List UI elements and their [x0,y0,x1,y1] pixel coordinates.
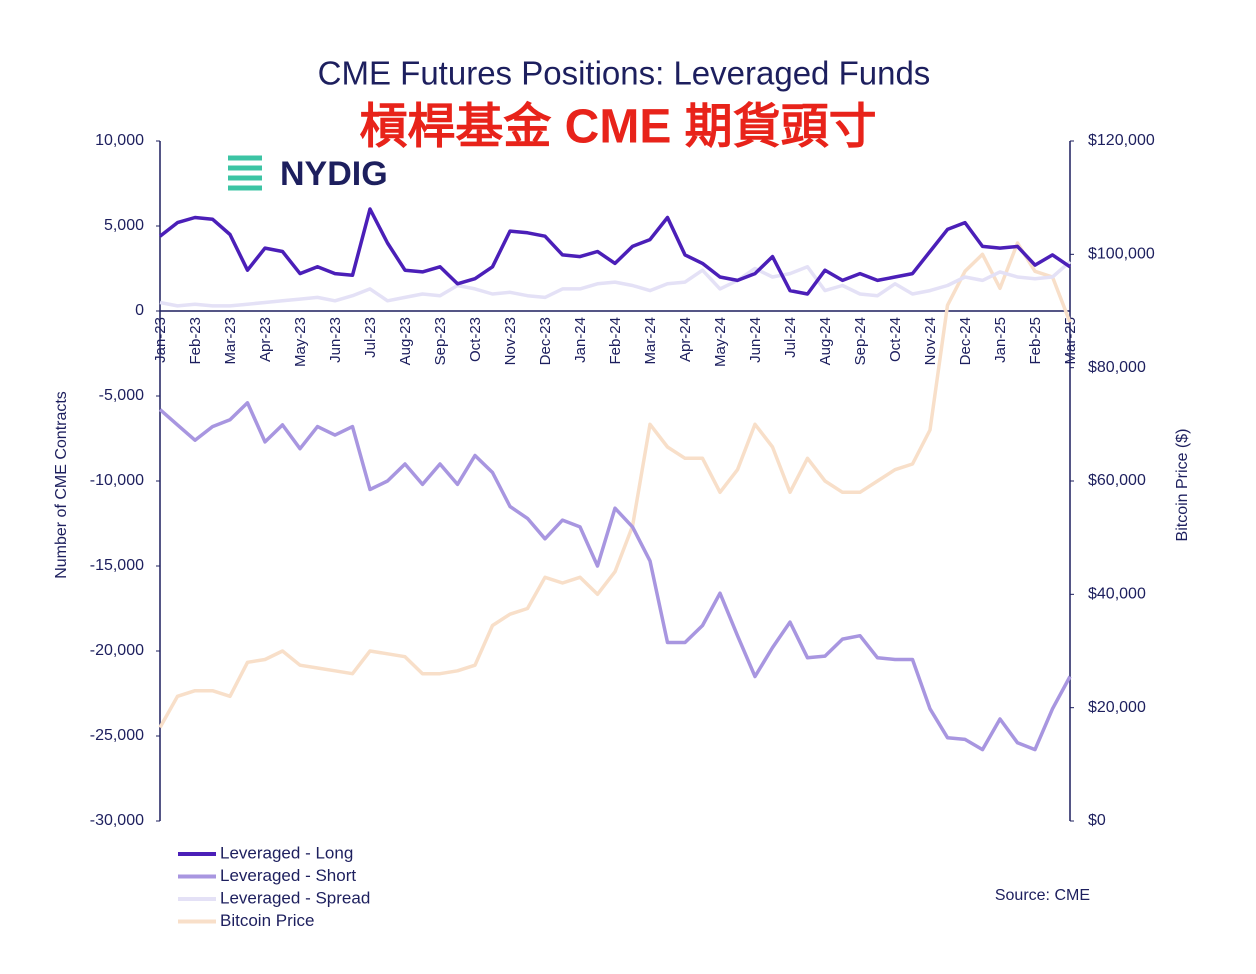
y-axis-label: Number of CME Contracts [53,391,70,579]
x-tick-label: Mar-25 [1062,317,1079,365]
x-tick-label: May-24 [712,317,729,367]
x-tick-label: Dec-23 [537,317,554,365]
y-tick-label: -30,000 [90,812,144,829]
y-tick-label: 5,000 [104,217,144,234]
x-tick-label: Feb-25 [1027,317,1044,365]
series-line [158,401,1072,752]
y2-tick-label: $120,000 [1088,132,1155,149]
y2-tick-label: $80,000 [1088,359,1146,376]
y2-tick-label: $100,000 [1088,246,1155,263]
y2-axis-label: Bitcoin Price ($) [1174,429,1191,542]
logo-icon [228,155,262,191]
y2-tick-label: $60,000 [1088,472,1146,489]
logo: NYDIG [280,155,388,193]
x-tick-label: Feb-23 [187,317,204,365]
legend-label: Leveraged - Long [220,843,353,862]
x-tick-label: Jan-25 [992,317,1009,363]
x-tick-label: Aug-24 [817,317,834,365]
x-tick-label: Apr-24 [677,317,694,362]
x-tick-label: Nov-23 [502,317,519,365]
chart-subtitle: 槓桿基金 CME 期貨頭寸 [359,101,876,154]
x-tick-label: Sep-23 [432,317,449,365]
x-tick-label: Mar-23 [222,317,239,365]
y2-tick-label: $0 [1088,812,1106,829]
x-tick-label: Mar-24 [642,317,659,365]
x-tick-label: Jul-23 [362,317,379,358]
legend-label: Leveraged - Spread [220,888,370,907]
x-tick-label: Oct-24 [887,317,904,362]
x-tick-label: Sep-24 [852,317,869,365]
y-tick-label: -15,000 [90,557,144,574]
y2-tick-label: $40,000 [1088,586,1146,603]
x-tick-label: May-23 [292,317,309,367]
y-tick-label: -25,000 [90,727,144,744]
x-tick-label: Aug-23 [397,317,414,365]
x-tick-label: Jan-23 [152,317,169,363]
series-line [159,260,1072,308]
chart-title: CME Futures Positions: Leveraged Funds [318,55,931,92]
x-tick-label: Jul-24 [782,317,799,358]
legend-label: Leveraged - Short [220,866,356,885]
source: Source: CME [995,887,1090,904]
y-tick-label: -20,000 [90,642,144,659]
x-tick-label: Feb-24 [607,317,624,365]
x-tick-label: Apr-23 [257,317,274,362]
x-tick-label: Dec-24 [957,317,974,365]
x-tick-label: Nov-24 [922,317,939,365]
series-line [158,241,1072,729]
x-tick-label: Jun-24 [747,317,764,363]
x-tick-label: Oct-23 [467,317,484,362]
legend-label: Bitcoin Price [220,911,314,930]
x-tick-label: Jun-23 [327,317,344,363]
y-tick-label: -10,000 [90,472,144,489]
series-line [158,207,1071,296]
y-tick-label: 10,000 [95,132,144,149]
y-tick-label: 0 [135,302,144,319]
y2-tick-label: $20,000 [1088,699,1146,716]
y-tick-label: -5,000 [99,387,144,404]
x-tick-label: Jan-24 [572,317,589,363]
